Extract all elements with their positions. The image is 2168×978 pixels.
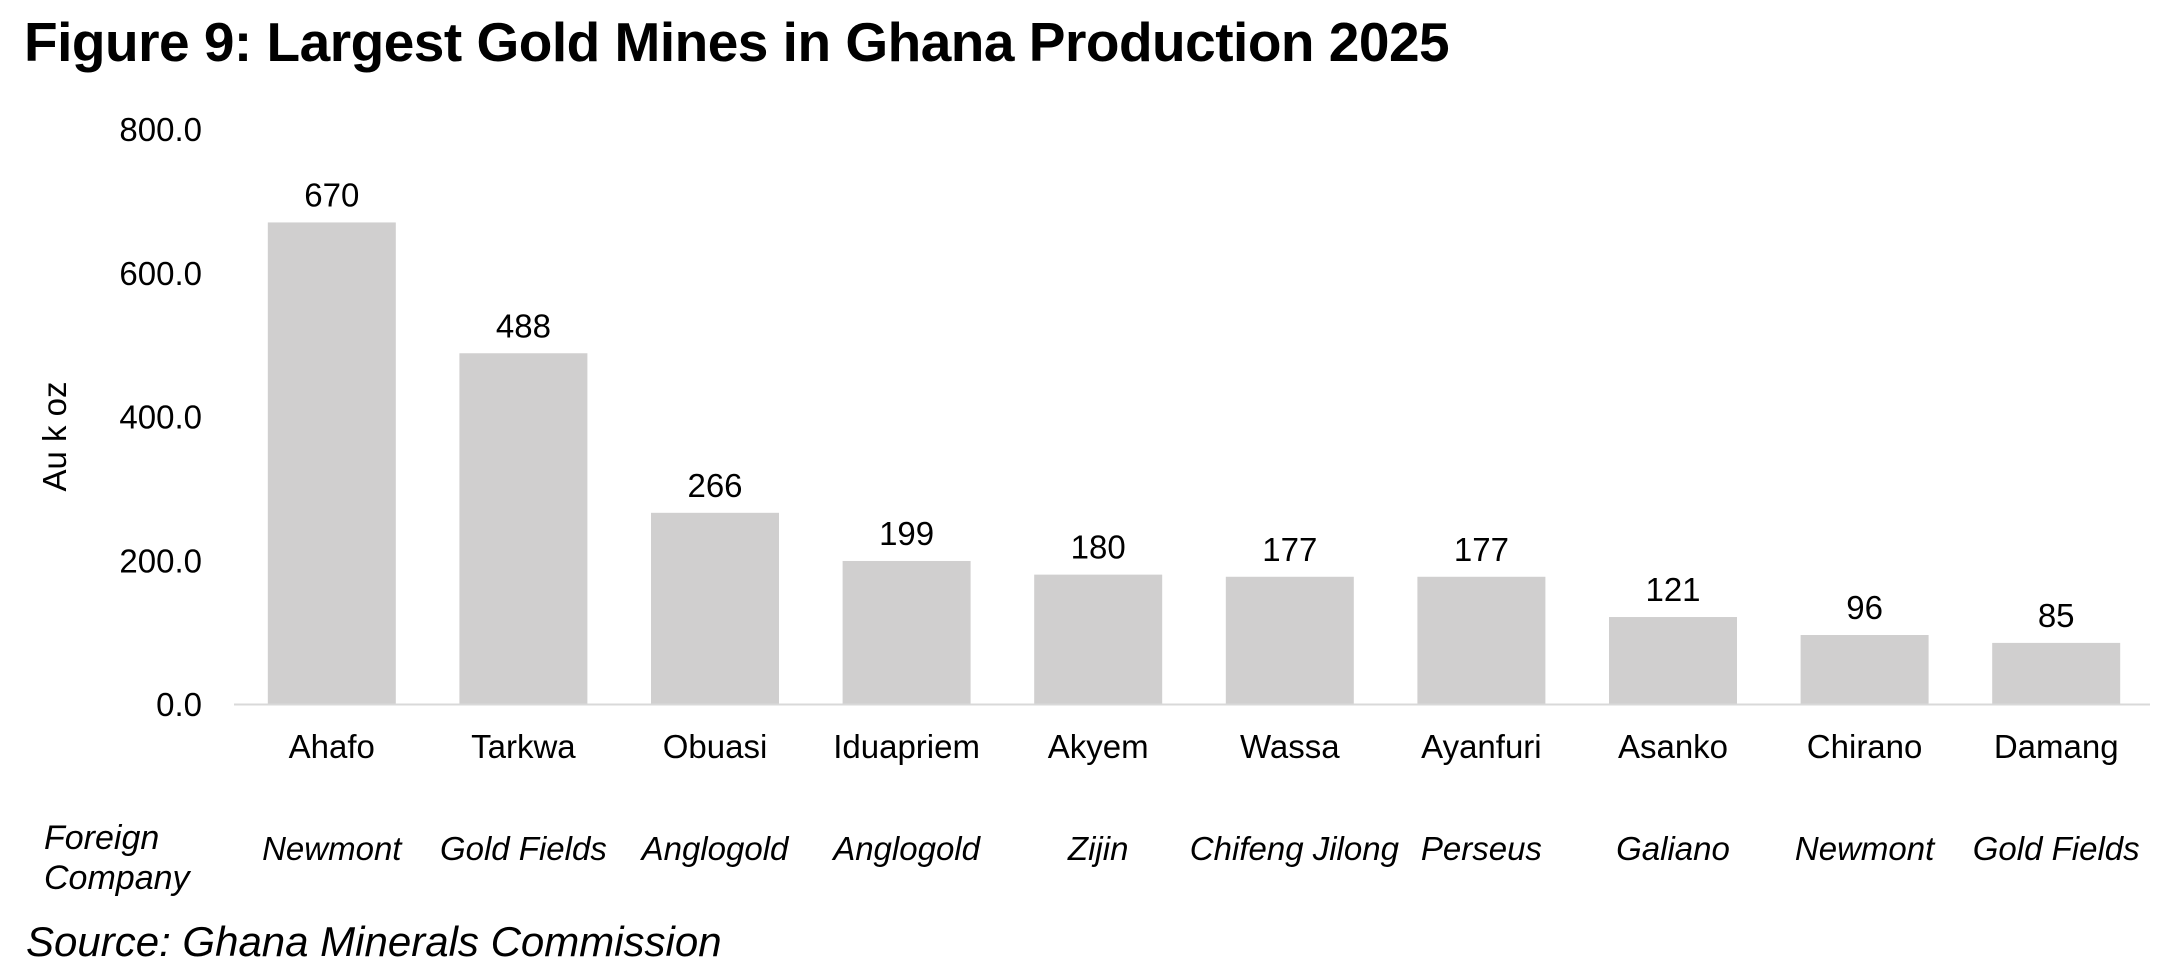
company-name: Galiano <box>1616 830 1730 867</box>
company-name: Gold Fields <box>1972 830 2140 867</box>
bar-value-label: 199 <box>879 515 934 552</box>
bar <box>1417 576 1546 704</box>
y-tick-label: 600.0 <box>119 255 202 292</box>
bar <box>842 560 971 704</box>
y-tick-label: 400.0 <box>119 399 202 436</box>
foreign-company-label-line1: Foreign <box>44 819 160 857</box>
bar <box>1034 574 1163 704</box>
bar-value-label: 121 <box>1645 571 1700 608</box>
x-tick-label: Wassa <box>1240 728 1340 765</box>
bar <box>651 512 779 704</box>
x-tick-label: Obuasi <box>663 728 768 765</box>
bar <box>1800 635 1929 704</box>
x-tick-label: Ahafo <box>289 728 375 765</box>
company-name: Chifeng Jilong <box>1189 830 1399 867</box>
company-name: Zijin <box>1067 830 1129 867</box>
y-tick-label: 800.0 <box>119 111 202 148</box>
bar <box>1609 617 1737 704</box>
x-tick-label: Akyem <box>1048 728 1149 765</box>
bar <box>1992 642 2121 704</box>
y-axis: 0.0 200.0 400.0 600.0 800.0 Au k oz <box>36 111 202 723</box>
bar-value-label: 177 <box>1454 531 1509 568</box>
y-tick-label: 0.0 <box>156 686 202 723</box>
x-tick-label: Chirano <box>1807 728 1923 765</box>
x-tick-label: Tarkwa <box>471 728 576 765</box>
x-axis: Ahafo Tarkwa Obuasi Iduapriem Akyem Wassa Ayan… <box>234 703 2150 765</box>
x-tick-label: Ayanfuri <box>1421 728 1541 765</box>
y-tick-label: 200.0 <box>119 542 202 579</box>
source-note: Source: Ghana Minerals Commission <box>26 918 722 965</box>
bar-value-label: 488 <box>496 307 551 344</box>
foreign-company-label-line2: Company <box>44 859 190 897</box>
bar-series: 670 488 266 199 180 177 177 121 96 85 <box>267 176 2121 704</box>
company-name: Perseus <box>1420 830 1542 867</box>
figure-title: Figure 9: Largest Gold Mines in Ghana Pr… <box>24 11 1450 73</box>
company-name: Newmont <box>262 830 402 867</box>
bar <box>1225 576 1354 704</box>
company-name: Newmont <box>1794 830 1935 867</box>
bar-value-label: 266 <box>687 467 742 504</box>
bar-value-label: 96 <box>1846 589 1883 626</box>
bar-value-label: 177 <box>1262 531 1317 568</box>
bar <box>267 222 396 704</box>
x-tick-label: Asanko <box>1618 728 1728 765</box>
bar-value-label: 85 <box>2038 597 2075 634</box>
x-tick-label: Damang <box>1994 728 2119 765</box>
bar-value-label: 670 <box>304 176 359 213</box>
company-name: Anglogold <box>641 830 789 867</box>
y-axis-title: Au k oz <box>36 381 73 491</box>
bar-value-label: 180 <box>1071 529 1126 566</box>
company-name: Anglogold <box>833 830 980 867</box>
company-name: Gold Fields <box>439 830 607 867</box>
bar <box>459 353 588 704</box>
foreign-company-row-label: Foreign Company <box>44 818 190 898</box>
x-tick-label: Iduapriem <box>833 728 980 765</box>
